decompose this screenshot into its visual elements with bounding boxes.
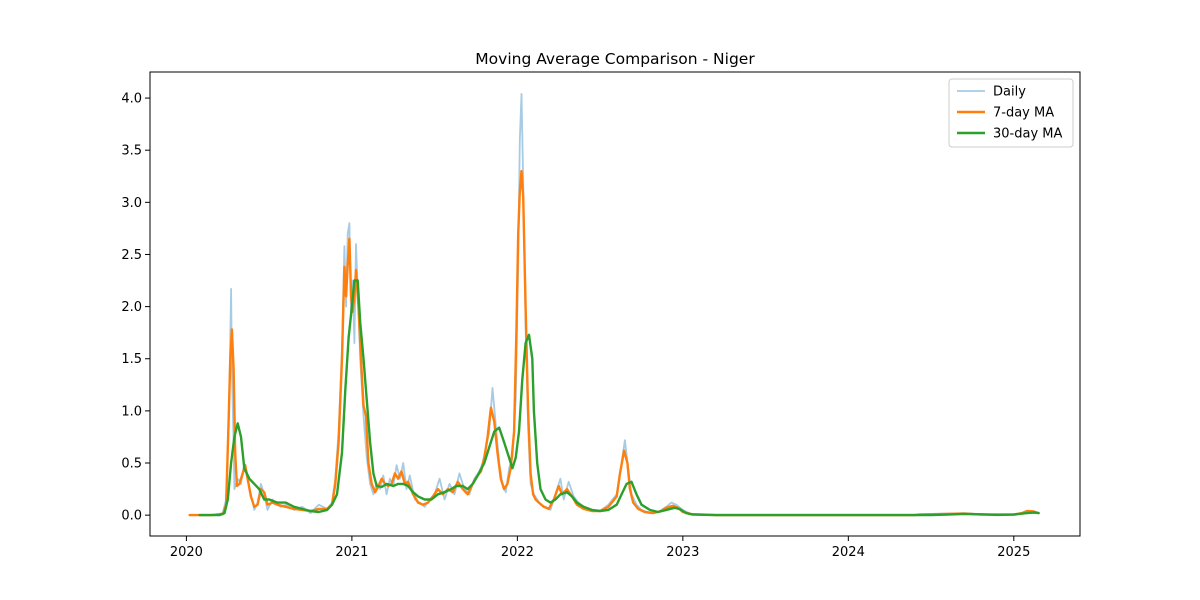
legend: Daily 7-day MA 30-day MA (948, 78, 1074, 148)
y-tick-label: 3.0 (121, 196, 142, 211)
legend-label-2: 7-day MA (993, 106, 1054, 121)
axes-frame (149, 71, 1081, 537)
y-axis: 0.0 0.5 1.0 1.5 2.0 2.5 3.0 3.5 4.0 (121, 92, 150, 524)
y-tick-label: 2.5 (121, 248, 142, 263)
y-tick-label: 2.0 (121, 300, 142, 315)
y-tick-label: 0.0 (121, 509, 142, 524)
series-layer (188, 93, 1040, 517)
series-line-3 (198, 279, 1040, 517)
series-line-2 (188, 169, 1040, 517)
chart-title: Moving Average Comparison - Niger (475, 50, 755, 68)
legend-label-1: Daily (993, 85, 1026, 100)
legend-label-3: 30-day MA (993, 127, 1062, 142)
x-tick-label: 2022 (501, 545, 534, 560)
y-tick-label: 3.5 (121, 144, 142, 159)
y-tick-label: 1.0 (121, 404, 142, 419)
x-axis: 2020 2021 2022 2023 2024 2025 (170, 536, 1030, 560)
plot-area (149, 71, 1081, 537)
y-tick-label: 4.0 (121, 92, 142, 107)
x-tick-label: 2023 (666, 545, 699, 560)
legend-box (948, 78, 1074, 148)
x-tick-label: 2020 (170, 545, 203, 560)
x-tick-label: 2025 (997, 545, 1030, 560)
x-tick-label: 2024 (832, 545, 865, 560)
y-tick-label: 1.5 (121, 352, 142, 367)
y-tick-label: 0.5 (121, 457, 142, 472)
x-tick-label: 2021 (335, 545, 368, 560)
